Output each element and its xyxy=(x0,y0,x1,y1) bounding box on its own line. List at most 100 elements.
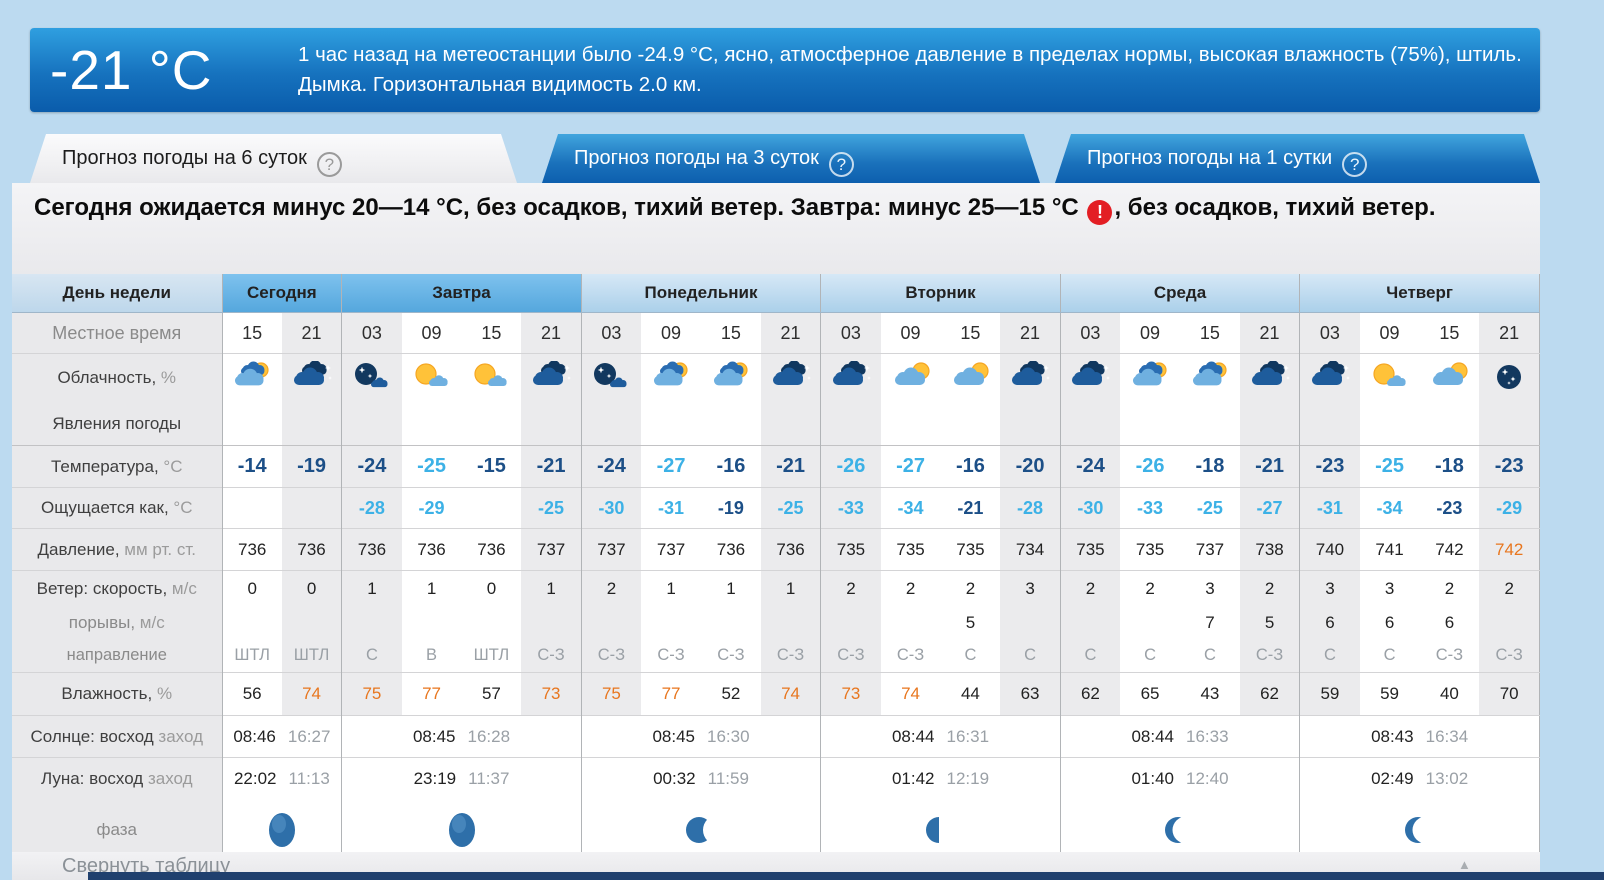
cloud-moon-icon xyxy=(1311,361,1350,385)
wind-speed-cell: 2 xyxy=(820,570,881,606)
local-time-cell: 21 xyxy=(1239,312,1300,354)
moon-stars-icon xyxy=(1497,365,1522,389)
cloud-moon-icon xyxy=(1012,361,1051,385)
wind-direction-cell: С-З xyxy=(521,639,582,673)
local-time-cell: 09 xyxy=(641,312,701,354)
wind-gusts-cell xyxy=(221,606,282,639)
humidity-cell: 74 xyxy=(281,672,342,716)
pressure-cell: 736 xyxy=(701,528,761,571)
cloud-moon-icon xyxy=(772,361,811,385)
temperature-cell: -18 xyxy=(1180,445,1240,488)
cloudiness-cell xyxy=(341,353,402,402)
tab-forecast-1-day[interactable]: Прогноз погоды на 1 сутки? xyxy=(1055,134,1540,183)
pressure-cell: 735 xyxy=(820,528,881,571)
wind-speed-cell: 2 xyxy=(1419,570,1480,606)
feels-like-cell xyxy=(461,487,522,529)
current-conditions-text: 1 час назад на метеостанции было -24.9 °… xyxy=(298,43,1522,96)
wind-gusts-cell xyxy=(1479,606,1540,639)
weather-phenomena-cell xyxy=(221,402,282,446)
moon-phase-cell xyxy=(1299,799,1540,861)
sun-cloud-small-icon xyxy=(414,363,448,387)
wind-direction-cell: С-З xyxy=(1435,646,1464,664)
feels-like-cell: -29 xyxy=(401,487,462,529)
cloudiness-row: Облачность, % xyxy=(12,353,1540,402)
wind-gusts-cell xyxy=(641,606,701,639)
scroll-top-icon[interactable]: ▲ xyxy=(1458,857,1471,872)
moon-phase-cell xyxy=(221,799,342,861)
feels-like-row: Ощущается как, °C -28 -29 -25 -30 -31 -19 -25 -3… xyxy=(12,487,1540,529)
feels-like-cell: -25 xyxy=(760,487,821,529)
cloud-moon-icon xyxy=(1251,361,1290,385)
help-icon[interactable]: ? xyxy=(1342,152,1367,177)
row-label-moon-times: Луна: восход заход xyxy=(12,757,222,799)
help-icon[interactable]: ? xyxy=(829,152,854,177)
sun-times-cell: 08:44 16:31 xyxy=(820,715,1061,758)
wind-gusts-cell xyxy=(1120,606,1180,639)
wind-speed-cell: 2 xyxy=(880,570,941,606)
current-temperature: -21 °C xyxy=(50,39,213,101)
wind-gusts-cell xyxy=(1059,606,1121,639)
cloud-moon-icon xyxy=(533,361,572,385)
wind-speed-cell: 2 xyxy=(1239,570,1300,606)
feels-like-cell: -19 xyxy=(701,487,761,529)
wind-direction-cell: ШТЛ xyxy=(221,639,282,673)
temperature-cell: -23 xyxy=(1479,445,1540,488)
wind-gusts-cell: 6 xyxy=(1384,612,1395,632)
feels-like-cell: -31 xyxy=(1299,487,1360,529)
cloudiness-cell xyxy=(1239,353,1300,402)
row-label-humidity: Влажность, % xyxy=(12,672,222,716)
local-time-cell: 21 xyxy=(521,312,582,354)
row-label-temperature: Температура, °C xyxy=(12,445,222,488)
cloudiness-cell xyxy=(461,353,522,402)
cloudiness-cell xyxy=(760,353,821,402)
weather-phenomena-row: Явления погоды xyxy=(12,402,1540,446)
row-label-moon-phase: фаза xyxy=(12,799,222,861)
wind-direction-cell: С-З xyxy=(1239,639,1300,673)
pressure-cell: 736 xyxy=(221,528,282,571)
weather-phenomena-cell xyxy=(1299,402,1360,446)
wind-direction-cell: С xyxy=(1203,646,1216,664)
tab-forecast-3-days[interactable]: Прогноз погоды на 3 суток? xyxy=(542,134,1040,183)
wind-speed-row: Ветер: скорость, м/с 0 0 1 1 0 1 2 1 1 1 2 2 2 3 2 2 3 2 3 3… xyxy=(12,570,1540,606)
warning-icon[interactable]: ! xyxy=(1087,200,1113,225)
local-time-cell: 03 xyxy=(820,312,881,354)
cloud-sun-icon xyxy=(954,362,990,385)
wind-speed-cell: 2 xyxy=(1059,570,1121,606)
wind-direction-cell: С xyxy=(1144,646,1157,664)
temperature-cell: -16 xyxy=(701,445,761,488)
moon-phase-full-icon xyxy=(448,813,475,847)
pressure-cell: 736 xyxy=(401,528,462,571)
wind-gusts-cell xyxy=(820,606,881,639)
tab-forecast-6-days[interactable]: Прогноз погоды на 6 суток? xyxy=(30,134,517,183)
wind-gusts-cell xyxy=(341,606,402,639)
cloudiness-cell xyxy=(221,353,282,402)
weather-phenomena-cell xyxy=(1479,402,1540,446)
current-weather-banner: -21 °C 1 час назад на метеостанции было … xyxy=(30,28,1540,112)
sun-cloud-small-icon xyxy=(474,363,508,387)
pressure-cell: 736 xyxy=(341,528,402,571)
humidity-cell: 40 xyxy=(1419,672,1480,716)
weather-phenomena-cell xyxy=(760,402,821,446)
feels-like-cell: -28 xyxy=(341,487,402,529)
pressure-cell: 742 xyxy=(1419,528,1480,571)
wind-speed-cell: 1 xyxy=(521,570,582,606)
temperature-cell: -21 xyxy=(1239,445,1300,488)
weather-phenomena-cell xyxy=(1120,402,1180,446)
humidity-cell: 59 xyxy=(1359,672,1420,716)
moon-phase-gibbous-icon xyxy=(686,815,718,845)
clouds-sun-icon xyxy=(1192,361,1227,386)
wind-gusts-cell: 5 xyxy=(965,612,976,632)
help-icon[interactable]: ? xyxy=(317,152,342,177)
cloud-moon-icon xyxy=(1072,361,1111,385)
pressure-cell: 741 xyxy=(1359,528,1420,571)
wind-gusts-cell xyxy=(281,606,342,639)
wind-gusts-cell xyxy=(760,606,821,639)
wind-direction-cell: С-З xyxy=(760,639,821,673)
wind-gusts-cell xyxy=(1000,606,1061,639)
pressure-cell: 736 xyxy=(281,528,342,571)
row-label-wind-gusts: порывы, м/с xyxy=(12,606,222,639)
humidity-cell: 74 xyxy=(880,672,941,716)
wind-direction-cell: С xyxy=(1059,639,1121,673)
local-time-cell: 09 xyxy=(880,312,941,354)
pressure-cell: 735 xyxy=(1120,528,1180,571)
